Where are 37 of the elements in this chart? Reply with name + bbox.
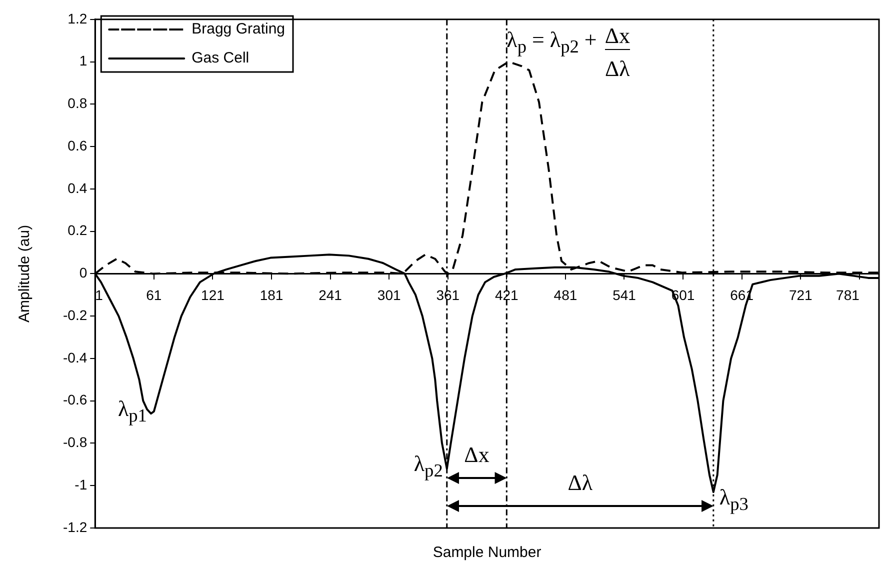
annotation: Δx — [604, 22, 630, 50]
x-tick-label: 421 — [494, 286, 519, 303]
y-tick-label: 0.4 — [68, 180, 88, 196]
y-tick-label: 0.2 — [68, 222, 88, 238]
y-tick-label: 0.8 — [68, 95, 88, 112]
x-tick-label: 541 — [612, 286, 636, 303]
y-tick-label: -0.6 — [63, 392, 88, 408]
x-tick-label: 61 — [146, 286, 162, 303]
legend-label: Gas Cell — [192, 50, 250, 67]
y-tick-label: -0.4 — [63, 349, 88, 366]
x-tick-label: 481 — [554, 286, 578, 303]
x-tick-label: 721 — [788, 286, 813, 303]
legend-label: Bragg Grating — [192, 20, 286, 38]
y-tick-label: 1.2 — [68, 10, 88, 26]
y-tick-label: 1 — [79, 52, 88, 69]
annotation: λ$_{p2}$ — [414, 450, 443, 480]
x-tick-label: 781 — [836, 286, 860, 303]
annotation: λ$_{p3}$ — [719, 484, 748, 514]
x-tick-label: 1 — [95, 286, 104, 303]
annotation: λ$_{p}$ = λ$_{p2}$ + — [506, 26, 597, 56]
y-tick-label: 0.6 — [68, 137, 88, 154]
x-tick-label: 121 — [201, 286, 225, 303]
y-axis-title: Amplitude (au) — [16, 224, 34, 322]
y-tick-label: -0.8 — [63, 434, 88, 450]
x-tick-label: 181 — [260, 286, 284, 303]
x-tick-label: 241 — [318, 286, 342, 303]
y-tick-label: -0.2 — [63, 306, 88, 323]
x-tick-label: 361 — [436, 286, 460, 303]
y-tick-label: 0 — [79, 264, 88, 281]
y-tick-label: -1.2 — [63, 518, 88, 535]
annotation: Δλ — [604, 54, 630, 81]
x-axis-title: Sample Number — [432, 544, 542, 561]
x-tick-label: 301 — [377, 286, 401, 303]
annotation: λ$_{p1}$ — [118, 396, 147, 425]
annotation: Δλ — [566, 470, 594, 495]
annotation: Δx — [463, 442, 490, 467]
y-tick-label: -1 — [74, 476, 88, 492]
